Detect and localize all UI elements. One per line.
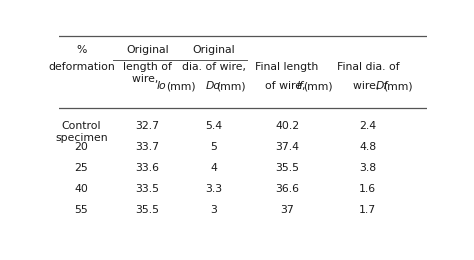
Text: dia. of wire,: dia. of wire, bbox=[182, 62, 246, 72]
Text: lf: lf bbox=[297, 81, 304, 91]
Text: 36.6: 36.6 bbox=[275, 184, 299, 194]
Text: lo: lo bbox=[156, 81, 166, 91]
Text: Do: Do bbox=[206, 81, 221, 91]
Text: 33.5: 33.5 bbox=[136, 184, 159, 194]
Text: Final length: Final length bbox=[255, 62, 319, 72]
Text: 32.7: 32.7 bbox=[136, 121, 159, 131]
Text: 55: 55 bbox=[74, 205, 88, 215]
Text: 1.7: 1.7 bbox=[359, 205, 376, 215]
Text: 35.5: 35.5 bbox=[275, 163, 299, 173]
Text: (mm): (mm) bbox=[217, 81, 246, 91]
Text: of wire,: of wire, bbox=[265, 81, 309, 91]
Text: (mm): (mm) bbox=[303, 81, 333, 91]
Text: 33.6: 33.6 bbox=[136, 163, 159, 173]
Text: 5: 5 bbox=[210, 142, 217, 152]
Text: Control
specimen: Control specimen bbox=[55, 121, 108, 143]
Text: 37.4: 37.4 bbox=[275, 142, 299, 152]
Text: 4: 4 bbox=[210, 163, 217, 173]
Text: 5.4: 5.4 bbox=[205, 121, 222, 131]
Text: wire,: wire, bbox=[353, 81, 383, 91]
Text: 3: 3 bbox=[210, 205, 217, 215]
Text: 20: 20 bbox=[74, 142, 88, 152]
Text: 4.8: 4.8 bbox=[359, 142, 376, 152]
Text: deformation: deformation bbox=[48, 62, 115, 72]
Text: 33.7: 33.7 bbox=[136, 142, 159, 152]
Text: %: % bbox=[76, 45, 86, 55]
Text: 37: 37 bbox=[280, 205, 294, 215]
Text: Original: Original bbox=[192, 45, 235, 55]
Text: (mm): (mm) bbox=[383, 81, 413, 91]
Text: 3.8: 3.8 bbox=[359, 163, 376, 173]
Text: Df: Df bbox=[376, 81, 388, 91]
Text: Final dia. of: Final dia. of bbox=[337, 62, 399, 72]
Text: length of
wire,: length of wire, bbox=[123, 62, 172, 84]
Text: 40: 40 bbox=[74, 184, 88, 194]
Text: Original: Original bbox=[126, 45, 169, 55]
Text: 35.5: 35.5 bbox=[136, 205, 159, 215]
Text: (mm): (mm) bbox=[166, 81, 196, 91]
Text: 2.4: 2.4 bbox=[359, 121, 376, 131]
Text: 3.3: 3.3 bbox=[205, 184, 222, 194]
Text: 1.6: 1.6 bbox=[359, 184, 376, 194]
Text: 25: 25 bbox=[74, 163, 88, 173]
Text: 40.2: 40.2 bbox=[275, 121, 299, 131]
